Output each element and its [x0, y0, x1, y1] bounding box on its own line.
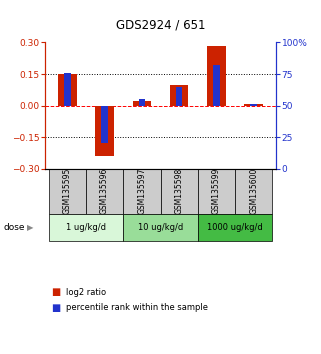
Text: GSM135599: GSM135599	[212, 168, 221, 215]
Text: ▶: ▶	[27, 223, 34, 232]
Text: log2 ratio: log2 ratio	[66, 287, 106, 297]
Bar	[244, 104, 263, 105]
Bar	[58, 74, 77, 105]
Text: 10 ug/kg/d: 10 ug/kg/d	[138, 223, 183, 232]
Text: GSM135597: GSM135597	[137, 168, 146, 215]
Bar	[49, 214, 123, 241]
Text: GDS2924 / 651: GDS2924 / 651	[116, 19, 205, 32]
Bar	[235, 169, 272, 214]
Text: 1 ug/kg/d: 1 ug/kg/d	[66, 223, 106, 232]
Bar	[123, 214, 198, 241]
Bar	[138, 99, 145, 105]
Bar	[198, 214, 272, 241]
Bar	[101, 105, 108, 143]
Text: dose: dose	[3, 223, 25, 232]
Text: GSM135598: GSM135598	[175, 168, 184, 214]
Bar	[170, 85, 188, 105]
Text: GSM135596: GSM135596	[100, 168, 109, 215]
Text: ■: ■	[51, 287, 61, 297]
Bar	[95, 105, 114, 156]
Bar	[250, 104, 257, 105]
Bar	[49, 169, 86, 214]
Text: ■: ■	[51, 303, 61, 313]
Bar	[213, 65, 220, 105]
Bar	[160, 169, 198, 214]
Bar	[198, 169, 235, 214]
Text: GSM135600: GSM135600	[249, 168, 258, 215]
Bar	[64, 73, 71, 105]
Text: 1000 ug/kg/d: 1000 ug/kg/d	[207, 223, 263, 232]
Text: GSM135595: GSM135595	[63, 168, 72, 215]
Bar	[207, 46, 226, 105]
Bar	[133, 101, 151, 105]
Text: percentile rank within the sample: percentile rank within the sample	[66, 303, 208, 313]
Bar	[176, 87, 183, 105]
Bar	[86, 169, 123, 214]
Bar	[123, 169, 160, 214]
